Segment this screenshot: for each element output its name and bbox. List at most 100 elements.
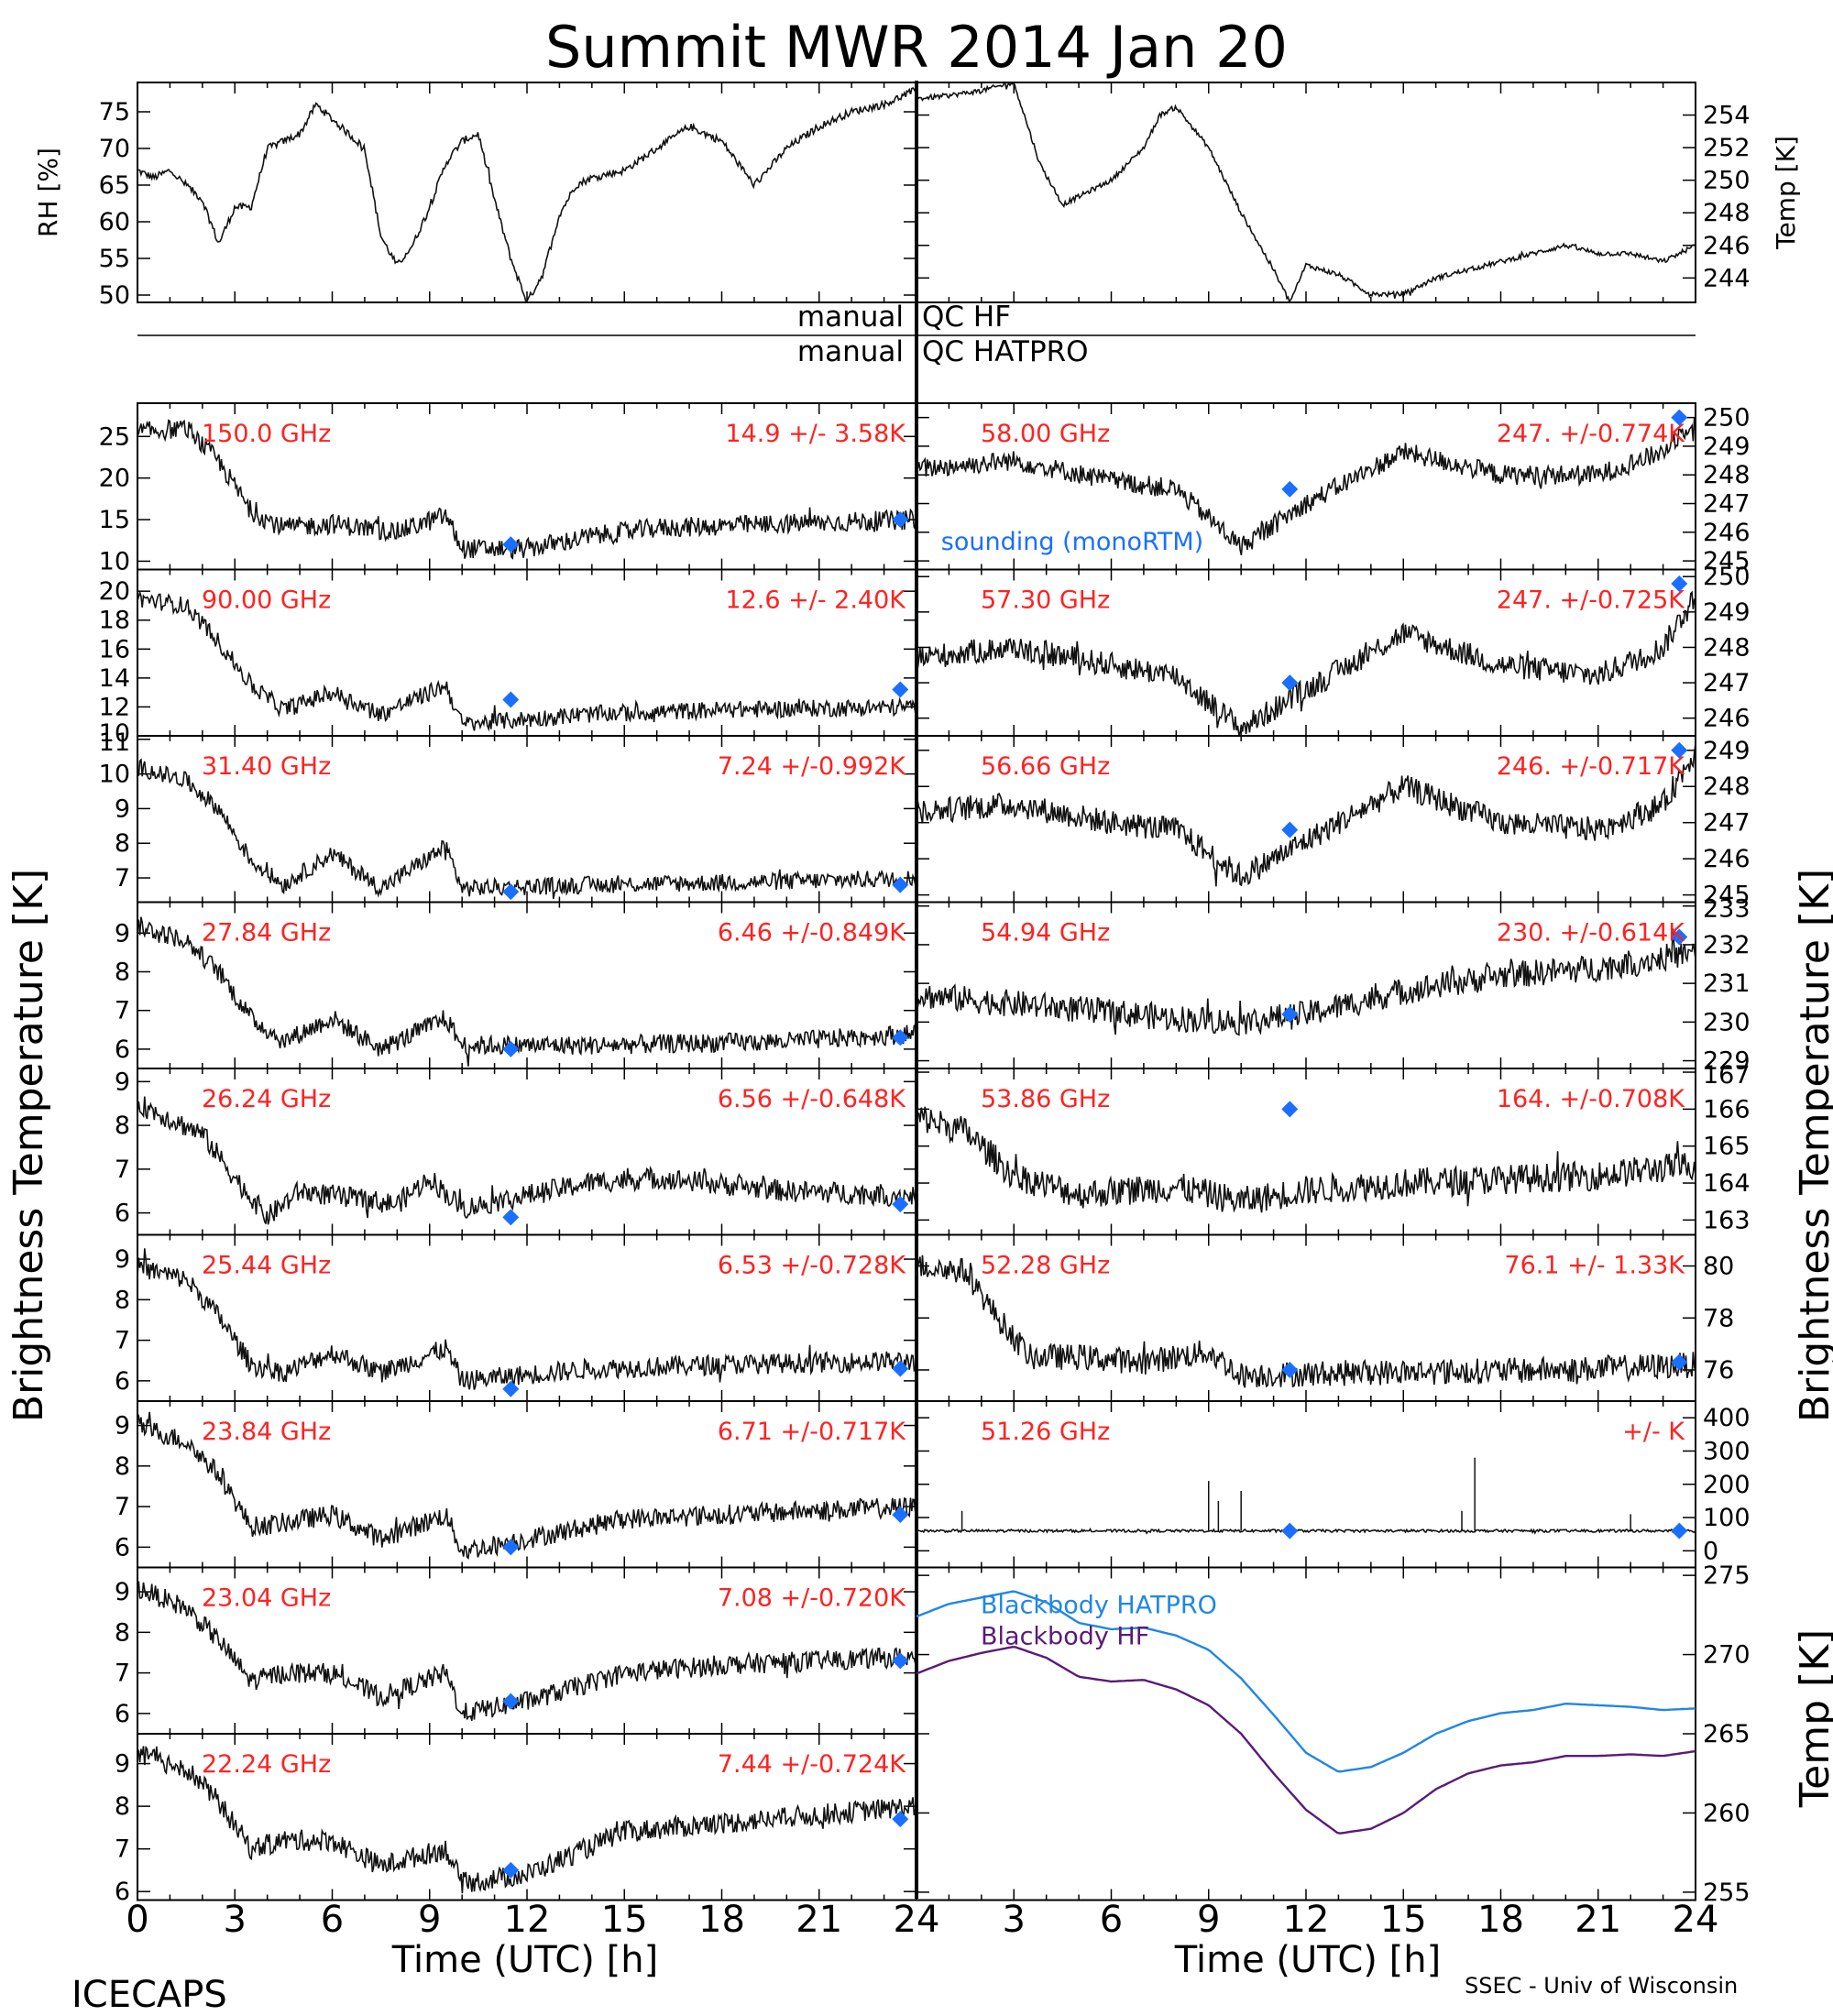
right-freq-label: 51.26 GHz — [981, 1418, 1110, 1446]
left-panel-4: 6 7 8 9 26.24 GHz 6.56 +/-0.648K — [115, 1068, 917, 1236]
left-sounding-marker — [892, 876, 909, 893]
right-sounding-marker — [1671, 928, 1688, 946]
x-tick-right: 6 — [1100, 1899, 1123, 1941]
left-ytick: 7 — [115, 864, 130, 893]
right-freq-label: 57.30 GHz — [981, 586, 1110, 615]
blackbody-ytick: 255 — [1703, 1879, 1751, 1907]
left-stat-label: 7.24 +/-0.992K — [718, 752, 906, 781]
temp-panel-frame — [916, 82, 1696, 303]
left-stat-label: 6.46 +/-0.849K — [718, 919, 906, 948]
left-ytick: 8 — [115, 1452, 130, 1481]
left-stat-label: 14.9 +/- 3.58K — [725, 420, 906, 448]
left-ytick: 18 — [99, 607, 130, 635]
right-freq-label: 53.86 GHz — [981, 1085, 1110, 1113]
blackbody-hatpro-line — [916, 1590, 1696, 1773]
x-tick-left: 12 — [504, 1899, 551, 1941]
left-ytick: 9 — [115, 794, 130, 823]
right-ytick: 230 — [1703, 1008, 1751, 1036]
right-ytick: 247 — [1703, 490, 1751, 519]
left-freq-label: 23.84 GHz — [202, 1418, 331, 1446]
left-sounding-marker — [892, 1360, 909, 1377]
right-sounding-marker — [1281, 1522, 1299, 1539]
left-ytick: 25 — [99, 422, 130, 451]
right-ytick: 250 — [1703, 404, 1751, 433]
left-ytick: 7 — [115, 1493, 130, 1521]
x-axis-label-left: Time (UTC) [h] — [391, 1939, 658, 1981]
left-ytick: 6 — [115, 1700, 130, 1728]
temp-ytick: 252 — [1703, 134, 1751, 162]
right-panel-4: 163 164 165 166 167 53.86 GHz 164. +/-0.708K — [916, 1061, 1751, 1236]
right-axis-label: Brightness Temperature [K] — [1792, 869, 1833, 1422]
left-ytick: 7 — [115, 1660, 130, 1688]
qc-right-1: QC HF — [922, 301, 1011, 334]
x-tick-right: 3 — [1003, 1899, 1026, 1941]
qc-left-1: manual — [797, 301, 904, 334]
blackbody-ytick: 260 — [1703, 1799, 1751, 1827]
x-axis-right: 3 6 9 12 15 18 21 24 — [1003, 1899, 1719, 1941]
left-ytick: 9 — [115, 1578, 130, 1606]
rh-ytick: 65 — [99, 171, 130, 200]
rh-trace — [137, 87, 917, 302]
left-ytick: 10 — [99, 719, 130, 748]
x-tick-left: 21 — [796, 1899, 842, 1941]
right-sounding-marker — [1671, 741, 1688, 759]
left-4-trace — [137, 1096, 917, 1225]
qc-left-2: manual — [797, 335, 904, 368]
left-panel-0: 10 15 20 25 150.0 GHz 14.9 +/- 3.58K — [99, 402, 917, 575]
right-sounding-marker — [1281, 480, 1299, 498]
left-sounding-marker — [892, 1506, 909, 1523]
left-sounding-marker — [892, 1196, 909, 1213]
left-freq-label: 27.84 GHz — [202, 919, 331, 948]
right-ytick: 0 — [1703, 1537, 1718, 1565]
left-sounding-marker — [502, 1209, 520, 1226]
right-stat-label: 230. +/-0.614K — [1497, 919, 1685, 948]
right-ytick: 246 — [1703, 519, 1751, 547]
qc-right-2: QC HATPRO — [922, 335, 1089, 368]
right-ytick: 164 — [1703, 1169, 1751, 1198]
left-ytick: 10 — [99, 547, 130, 575]
left-stat-label: 6.53 +/-0.728K — [718, 1252, 906, 1280]
right-6-trace — [916, 1527, 1696, 1535]
temp-ytick: 244 — [1703, 264, 1751, 292]
left-5-trace — [137, 1248, 917, 1390]
blackbody-hf-line — [916, 1645, 1696, 1835]
left-freq-label: 23.04 GHz — [202, 1584, 331, 1613]
right-sounding-marker — [1671, 409, 1688, 426]
blackbody-axis-label: Temp [K] — [1792, 1629, 1833, 1808]
footer-right: SSEC - Univ of Wisconsin — [1465, 1973, 1738, 1999]
temp-axis-label: Temp [K] — [1771, 136, 1801, 250]
rh-ytick: 55 — [99, 245, 130, 273]
legend-hatpro: Blackbody HATPRO — [981, 1592, 1217, 1620]
left-ytick: 8 — [115, 1286, 130, 1314]
x-axis-label-right: Time (UTC) [h] — [1174, 1939, 1441, 1981]
blackbody-ytick: 270 — [1703, 1641, 1751, 1670]
x-tick-right: 9 — [1197, 1899, 1220, 1941]
left-ytick: 16 — [99, 635, 130, 663]
left-0-trace — [137, 419, 917, 560]
right-ytick: 248 — [1703, 461, 1751, 489]
blackbody-ytick: 275 — [1703, 1561, 1751, 1590]
left-sounding-marker — [892, 1811, 909, 1828]
blackbody-ytick: 265 — [1703, 1720, 1751, 1748]
right-sounding-marker — [1281, 1361, 1299, 1378]
left-stat-label: 6.71 +/-0.717K — [718, 1418, 906, 1446]
left-freq-label: 90.00 GHz — [202, 586, 331, 615]
right-sounding-marker — [1281, 821, 1299, 838]
left-panel-5: 6 7 8 9 25.44 GHz 6.53 +/-0.728K — [115, 1233, 917, 1402]
temp-ytick: 246 — [1703, 232, 1751, 260]
left-ytick: 9 — [115, 919, 130, 948]
right-stat-label: 247. +/-0.774K — [1497, 420, 1685, 448]
right-sounding-marker — [1281, 674, 1299, 692]
right-ytick: 78 — [1703, 1304, 1734, 1332]
left-ytick: 6 — [115, 1533, 130, 1561]
left-panel-7: 6 7 8 9 23.04 GHz 7.08 +/-0.720K — [115, 1566, 917, 1735]
left-ytick: 9 — [115, 1068, 130, 1096]
right-freq-label: 58.00 GHz — [981, 420, 1110, 448]
sounding-label: sounding (monoRTM) — [941, 528, 1203, 556]
right-ytick: 247 — [1703, 809, 1751, 838]
left-6-trace — [137, 1411, 917, 1560]
left-ytick: 8 — [115, 958, 130, 986]
right-ytick: 100 — [1703, 1504, 1751, 1532]
temp-ytick: 250 — [1703, 167, 1751, 195]
right-ytick: 167 — [1703, 1061, 1751, 1090]
